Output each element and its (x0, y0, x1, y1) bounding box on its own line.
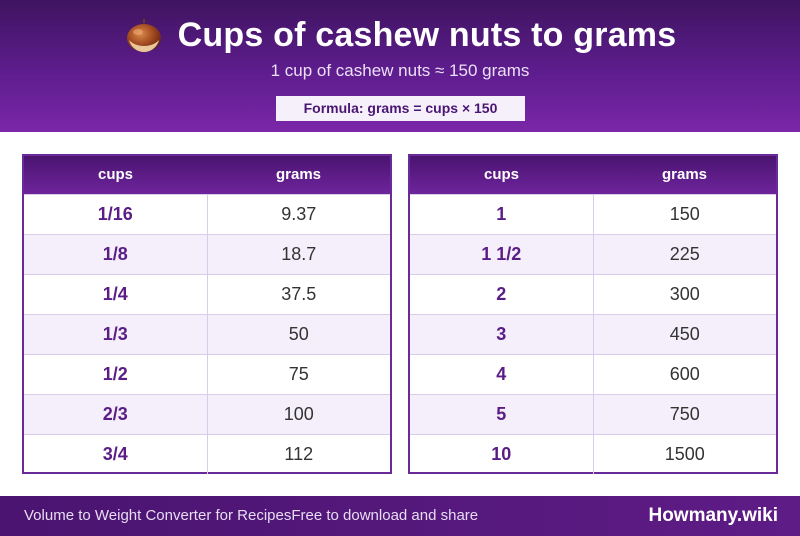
cups-cell: 1 1/2 (410, 235, 594, 274)
grams-cell: 112 (284, 444, 314, 464)
cups-cell: 1/16 (24, 195, 208, 234)
grams-cell: 150 (669, 204, 700, 224)
subtitle: 1 cup of cashew nuts ≈ 150 grams (270, 61, 530, 80)
conversion-table-small: cups grams 1/16 9.37 1/8 18.7 1/4 37.5 1… (22, 154, 392, 474)
cups-cell: 2 (410, 275, 594, 314)
header-banner: Cups of cashew nuts to grams 1 cup of ca… (0, 0, 800, 132)
column-header-grams: grams (275, 166, 322, 183)
cups-cell: 2/3 (24, 395, 208, 434)
grams-cell: 37.5 (281, 284, 317, 304)
conversion-table-large: cups grams 1 150 1 1/2 225 2 300 3 450 4… (408, 154, 778, 474)
cups-cell: 1/2 (24, 355, 208, 394)
cups-cell: 1 (410, 195, 594, 234)
cups-cell: 5 (410, 395, 594, 434)
grams-cell: 750 (669, 404, 700, 424)
table-row: 2/3 100 (24, 394, 390, 434)
table-row: 1 1/2 225 (410, 234, 776, 274)
grams-cell: 600 (669, 364, 700, 384)
cups-cell: 3/4 (24, 435, 208, 474)
column-header-grams: grams (661, 166, 708, 183)
table-row: 1/3 50 (24, 314, 390, 354)
formula-box: Formula: grams = cups × 150 (276, 96, 525, 121)
column-header-cups: cups (483, 166, 519, 183)
table-row: 1/4 37.5 (24, 274, 390, 314)
page-title: Cups of cashew nuts to grams (177, 16, 677, 54)
cups-cell: 1/4 (24, 275, 208, 314)
cups-cell: 10 (410, 435, 594, 474)
cashew-nut-icon (126, 18, 161, 52)
grams-cell: 9.37 (281, 204, 317, 224)
table-row: 1/2 75 (24, 354, 390, 394)
grams-cell: 225 (669, 244, 700, 264)
grams-cell: 50 (288, 324, 309, 344)
grams-cell: 1500 (664, 444, 705, 464)
table-header: cups grams (24, 156, 390, 194)
column-header-cups: cups (97, 166, 133, 183)
grams-cell: 450 (669, 324, 700, 344)
grams-cell: 75 (288, 364, 309, 384)
table-row: 1/16 9.37 (24, 194, 390, 234)
table-header: cups grams (410, 156, 776, 194)
footer-bar: Volume to Weight Converter for RecipesFr… (0, 496, 800, 536)
table-row: 3 450 (410, 314, 776, 354)
table-row: 1/8 18.7 (24, 234, 390, 274)
cups-cell: 1/3 (24, 315, 208, 354)
table-row: 10 1500 (410, 434, 776, 474)
table-row: 3/4 112 (24, 434, 390, 474)
table-row: 2 300 (410, 274, 776, 314)
cups-cell: 4 (410, 355, 594, 394)
grams-cell: 300 (669, 284, 700, 304)
table-row: 1 150 (410, 194, 776, 234)
footer-tagline: Volume to Weight Converter for RecipesFr… (24, 507, 479, 524)
table-row: 5 750 (410, 394, 776, 434)
table-row: 4 600 (410, 354, 776, 394)
cups-cell: 3 (410, 315, 594, 354)
grams-cell: 100 (283, 404, 314, 424)
brand-link[interactable]: Howmany.wiki (648, 505, 778, 526)
cups-cell: 1/8 (24, 235, 208, 274)
title-row: Cups of cashew nuts to grams (0, 14, 800, 56)
grams-cell: 18.7 (281, 244, 317, 264)
